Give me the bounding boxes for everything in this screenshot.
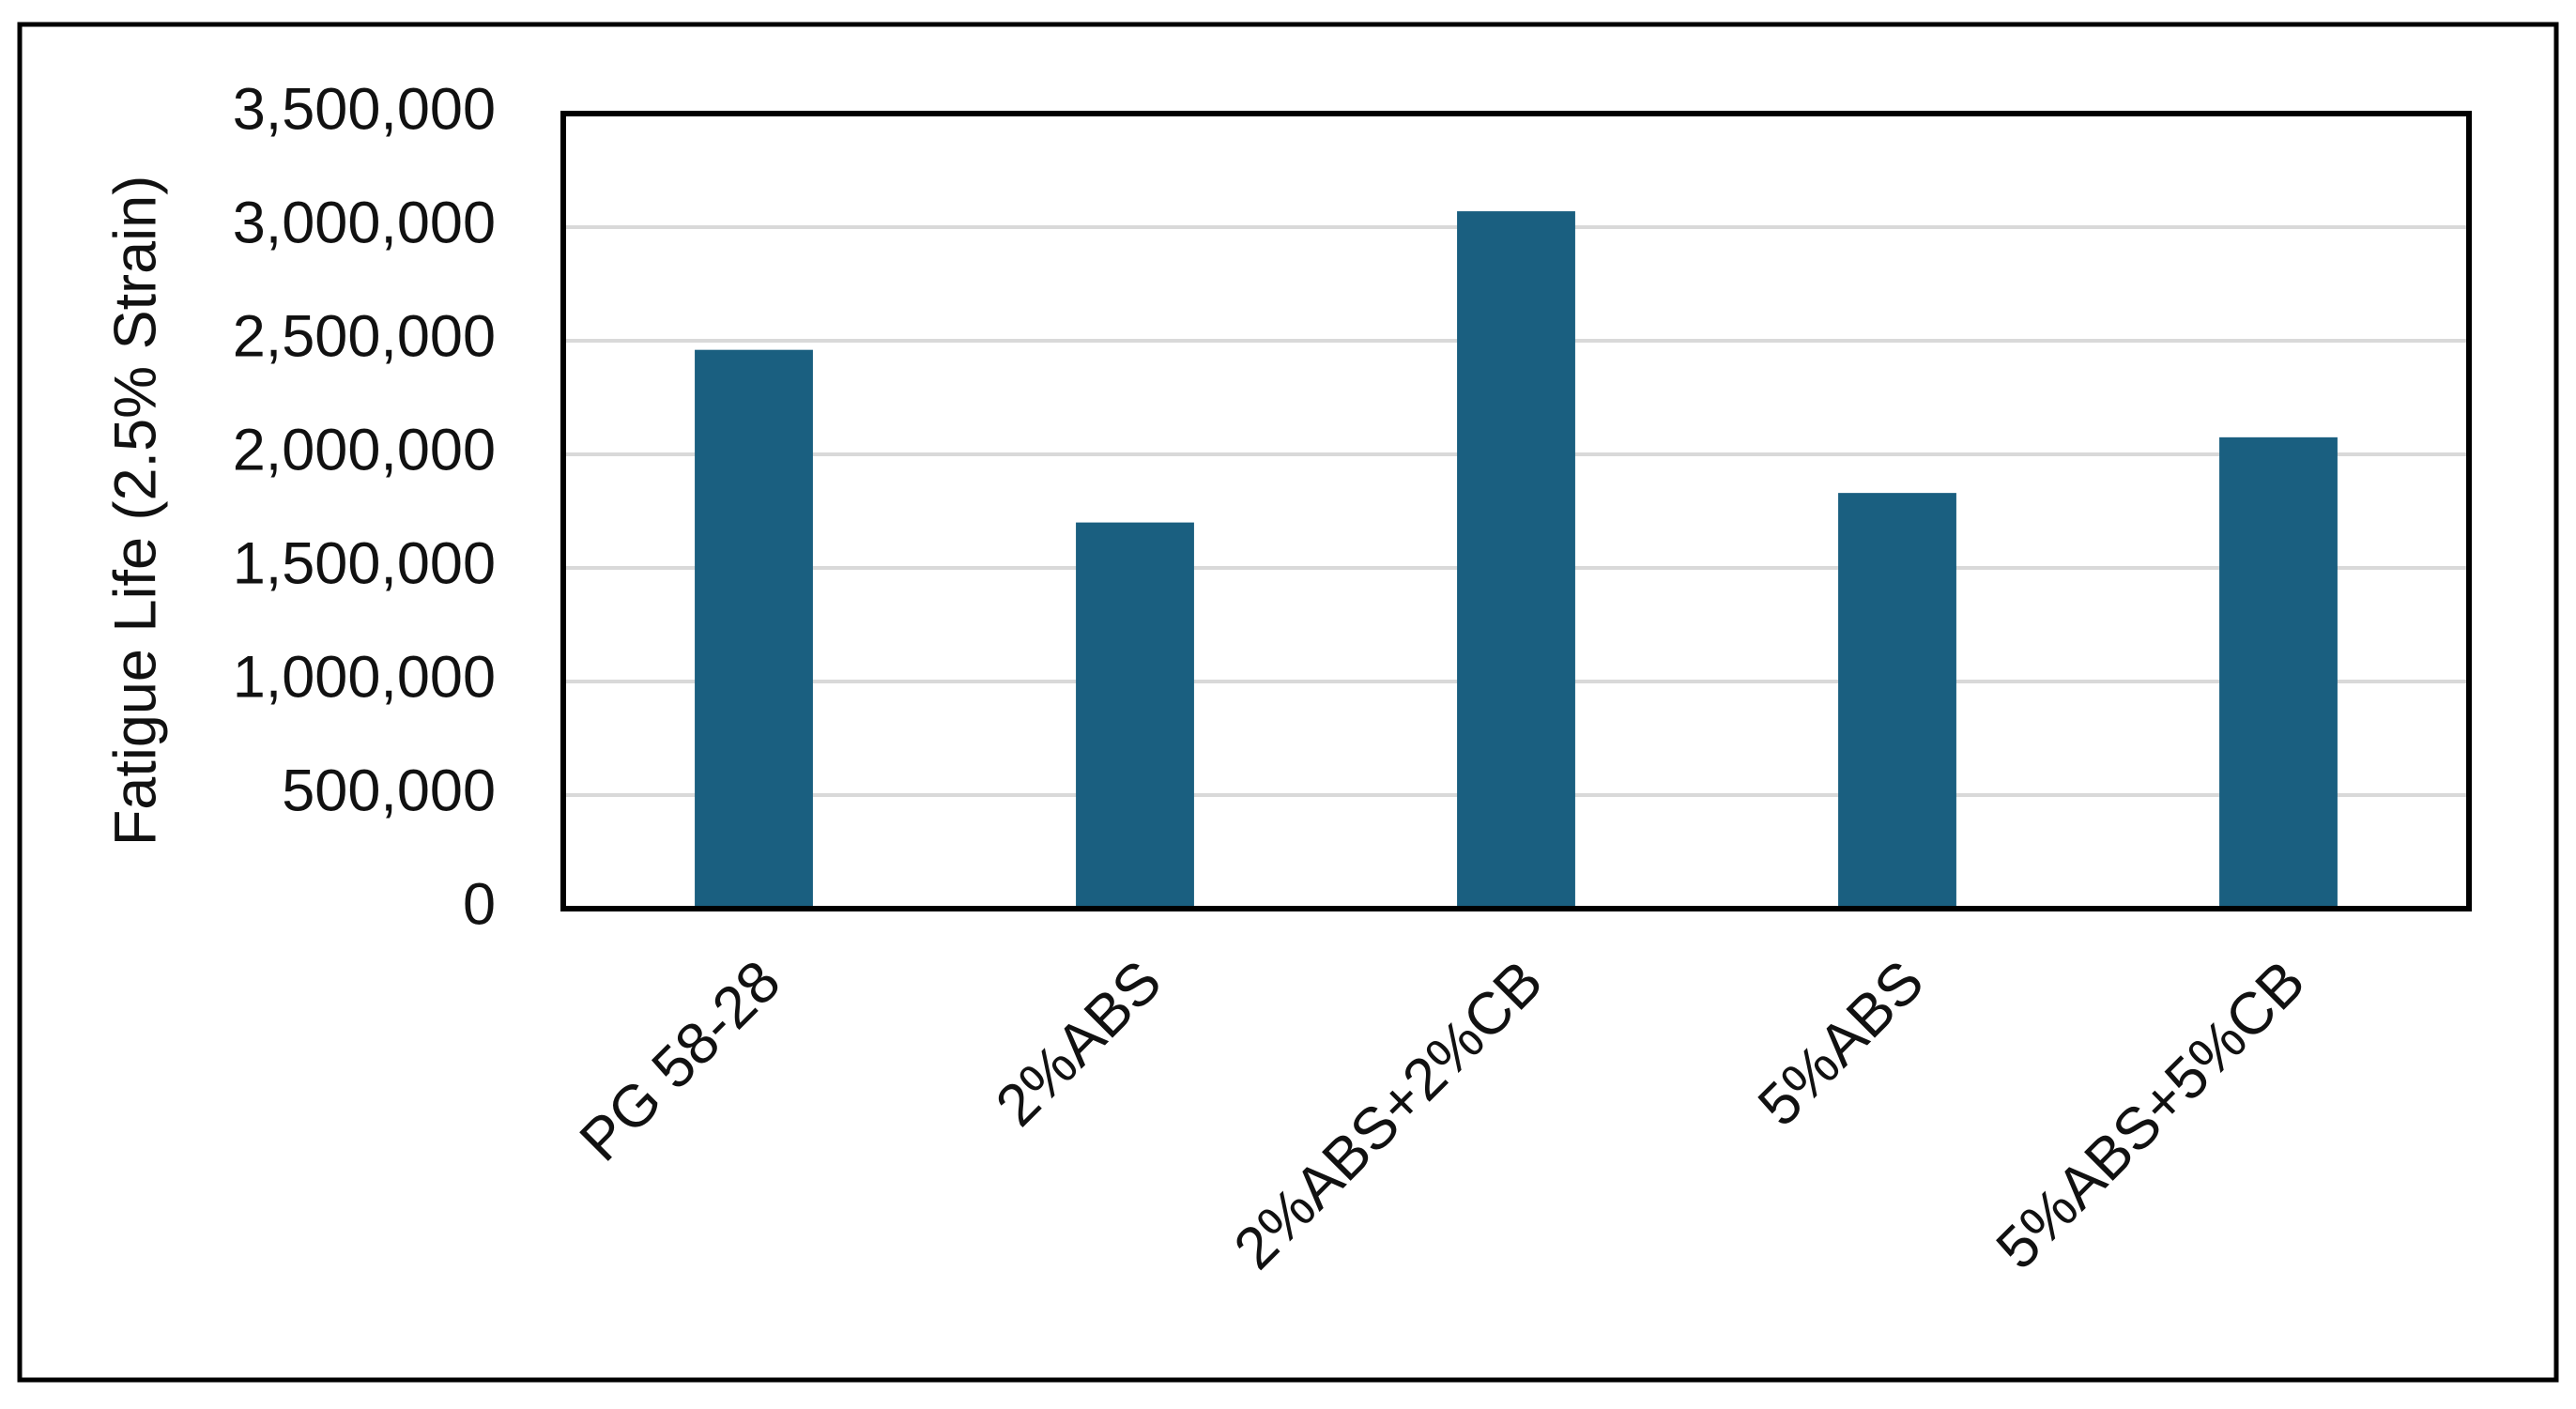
bar [1838, 493, 1956, 909]
bar [2219, 436, 2338, 909]
y-tick-label: 2,000,000 [233, 418, 496, 483]
plot-border [560, 111, 2472, 911]
y-tick-label: 0 [463, 872, 496, 938]
frame [17, 22, 2559, 1383]
y-tick-label: 3,500,000 [233, 77, 496, 143]
y-tick-label: 1,000,000 [233, 645, 496, 711]
y-tick-label: 3,000,000 [233, 191, 496, 256]
bar [695, 349, 813, 909]
y-tick-label: 2,500,000 [233, 304, 496, 370]
y-tick-label: 1,500,000 [233, 531, 496, 597]
y-axis-title: Fatigue Life (2.5% Strain) [103, 176, 169, 846]
bar [1076, 522, 1194, 909]
bar [1457, 211, 1575, 909]
y-tick-label: 500,000 [282, 758, 496, 824]
